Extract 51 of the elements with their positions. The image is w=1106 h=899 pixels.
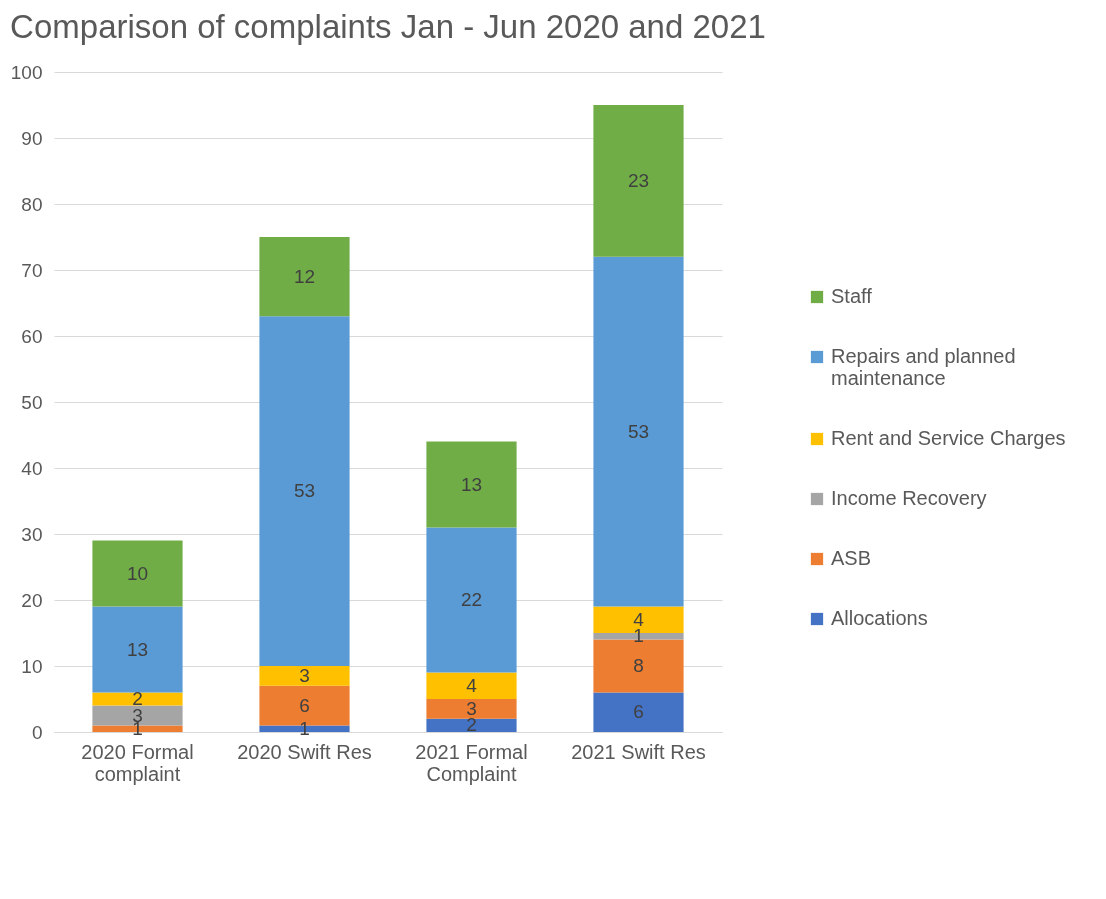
data-label: 23	[627, 169, 650, 191]
bar	[259, 237, 350, 317]
data-label: 13	[126, 638, 149, 660]
bar	[426, 527, 517, 673]
data-label: 10	[126, 562, 149, 584]
x-tick-label: 2020 Formal complaint	[81, 740, 194, 785]
bar	[92, 692, 183, 706]
y-tick-label: 70	[21, 259, 43, 281]
x-tick-label: 2021 Formal Complaint	[415, 740, 528, 785]
data-label: 53	[293, 480, 316, 502]
data-label: 4	[466, 674, 478, 696]
y-tick-label: 20	[21, 589, 43, 611]
data-label: 3	[299, 664, 310, 686]
data-label: 6	[633, 701, 644, 723]
data-label: 12	[293, 265, 316, 287]
data-label: 13	[460, 473, 483, 495]
bar	[593, 256, 684, 607]
chart-title: Comparison of complaints Jan - Jun 2020 and 2021	[10, 8, 766, 45]
y-tick-label: 90	[21, 127, 43, 149]
y-tick-label: 30	[21, 523, 43, 545]
y-tick-label: 50	[21, 391, 43, 413]
data-label: 4	[633, 608, 645, 630]
y-tick-label: 40	[21, 457, 43, 479]
bar	[426, 718, 517, 732]
bar	[259, 666, 350, 686]
bar	[426, 699, 517, 719]
legend-label: Rent and Service Charges	[831, 427, 1066, 449]
y-tick-label: 100	[10, 61, 43, 83]
bar	[593, 692, 684, 732]
y-tick-label: 80	[21, 193, 43, 215]
bar	[426, 441, 517, 528]
legend-label: ASB	[831, 547, 872, 569]
x-tick-label: 2021 Swift Res	[571, 740, 706, 763]
data-label: 2	[132, 688, 143, 709]
bar	[92, 540, 183, 607]
y-tick-label: 60	[21, 325, 43, 347]
legend-label: Repairs and planned maintenance	[831, 345, 1016, 389]
bar	[426, 672, 517, 699]
legend-label: Income Recovery	[831, 487, 987, 509]
bar	[593, 105, 684, 257]
y-tick-label: 0	[31, 721, 43, 743]
bar	[92, 606, 183, 693]
x-tick-label: 2020 Swift Res	[237, 740, 372, 763]
legend-label: Allocations	[831, 607, 928, 629]
legend-label: Staff	[831, 285, 873, 307]
y-tick-label: 10	[21, 655, 43, 677]
data-label: 22	[460, 589, 483, 610]
data-label: 53	[627, 420, 650, 442]
data-label: 8	[633, 655, 644, 676]
bar	[259, 316, 350, 666]
data-label: 6	[299, 694, 310, 716]
